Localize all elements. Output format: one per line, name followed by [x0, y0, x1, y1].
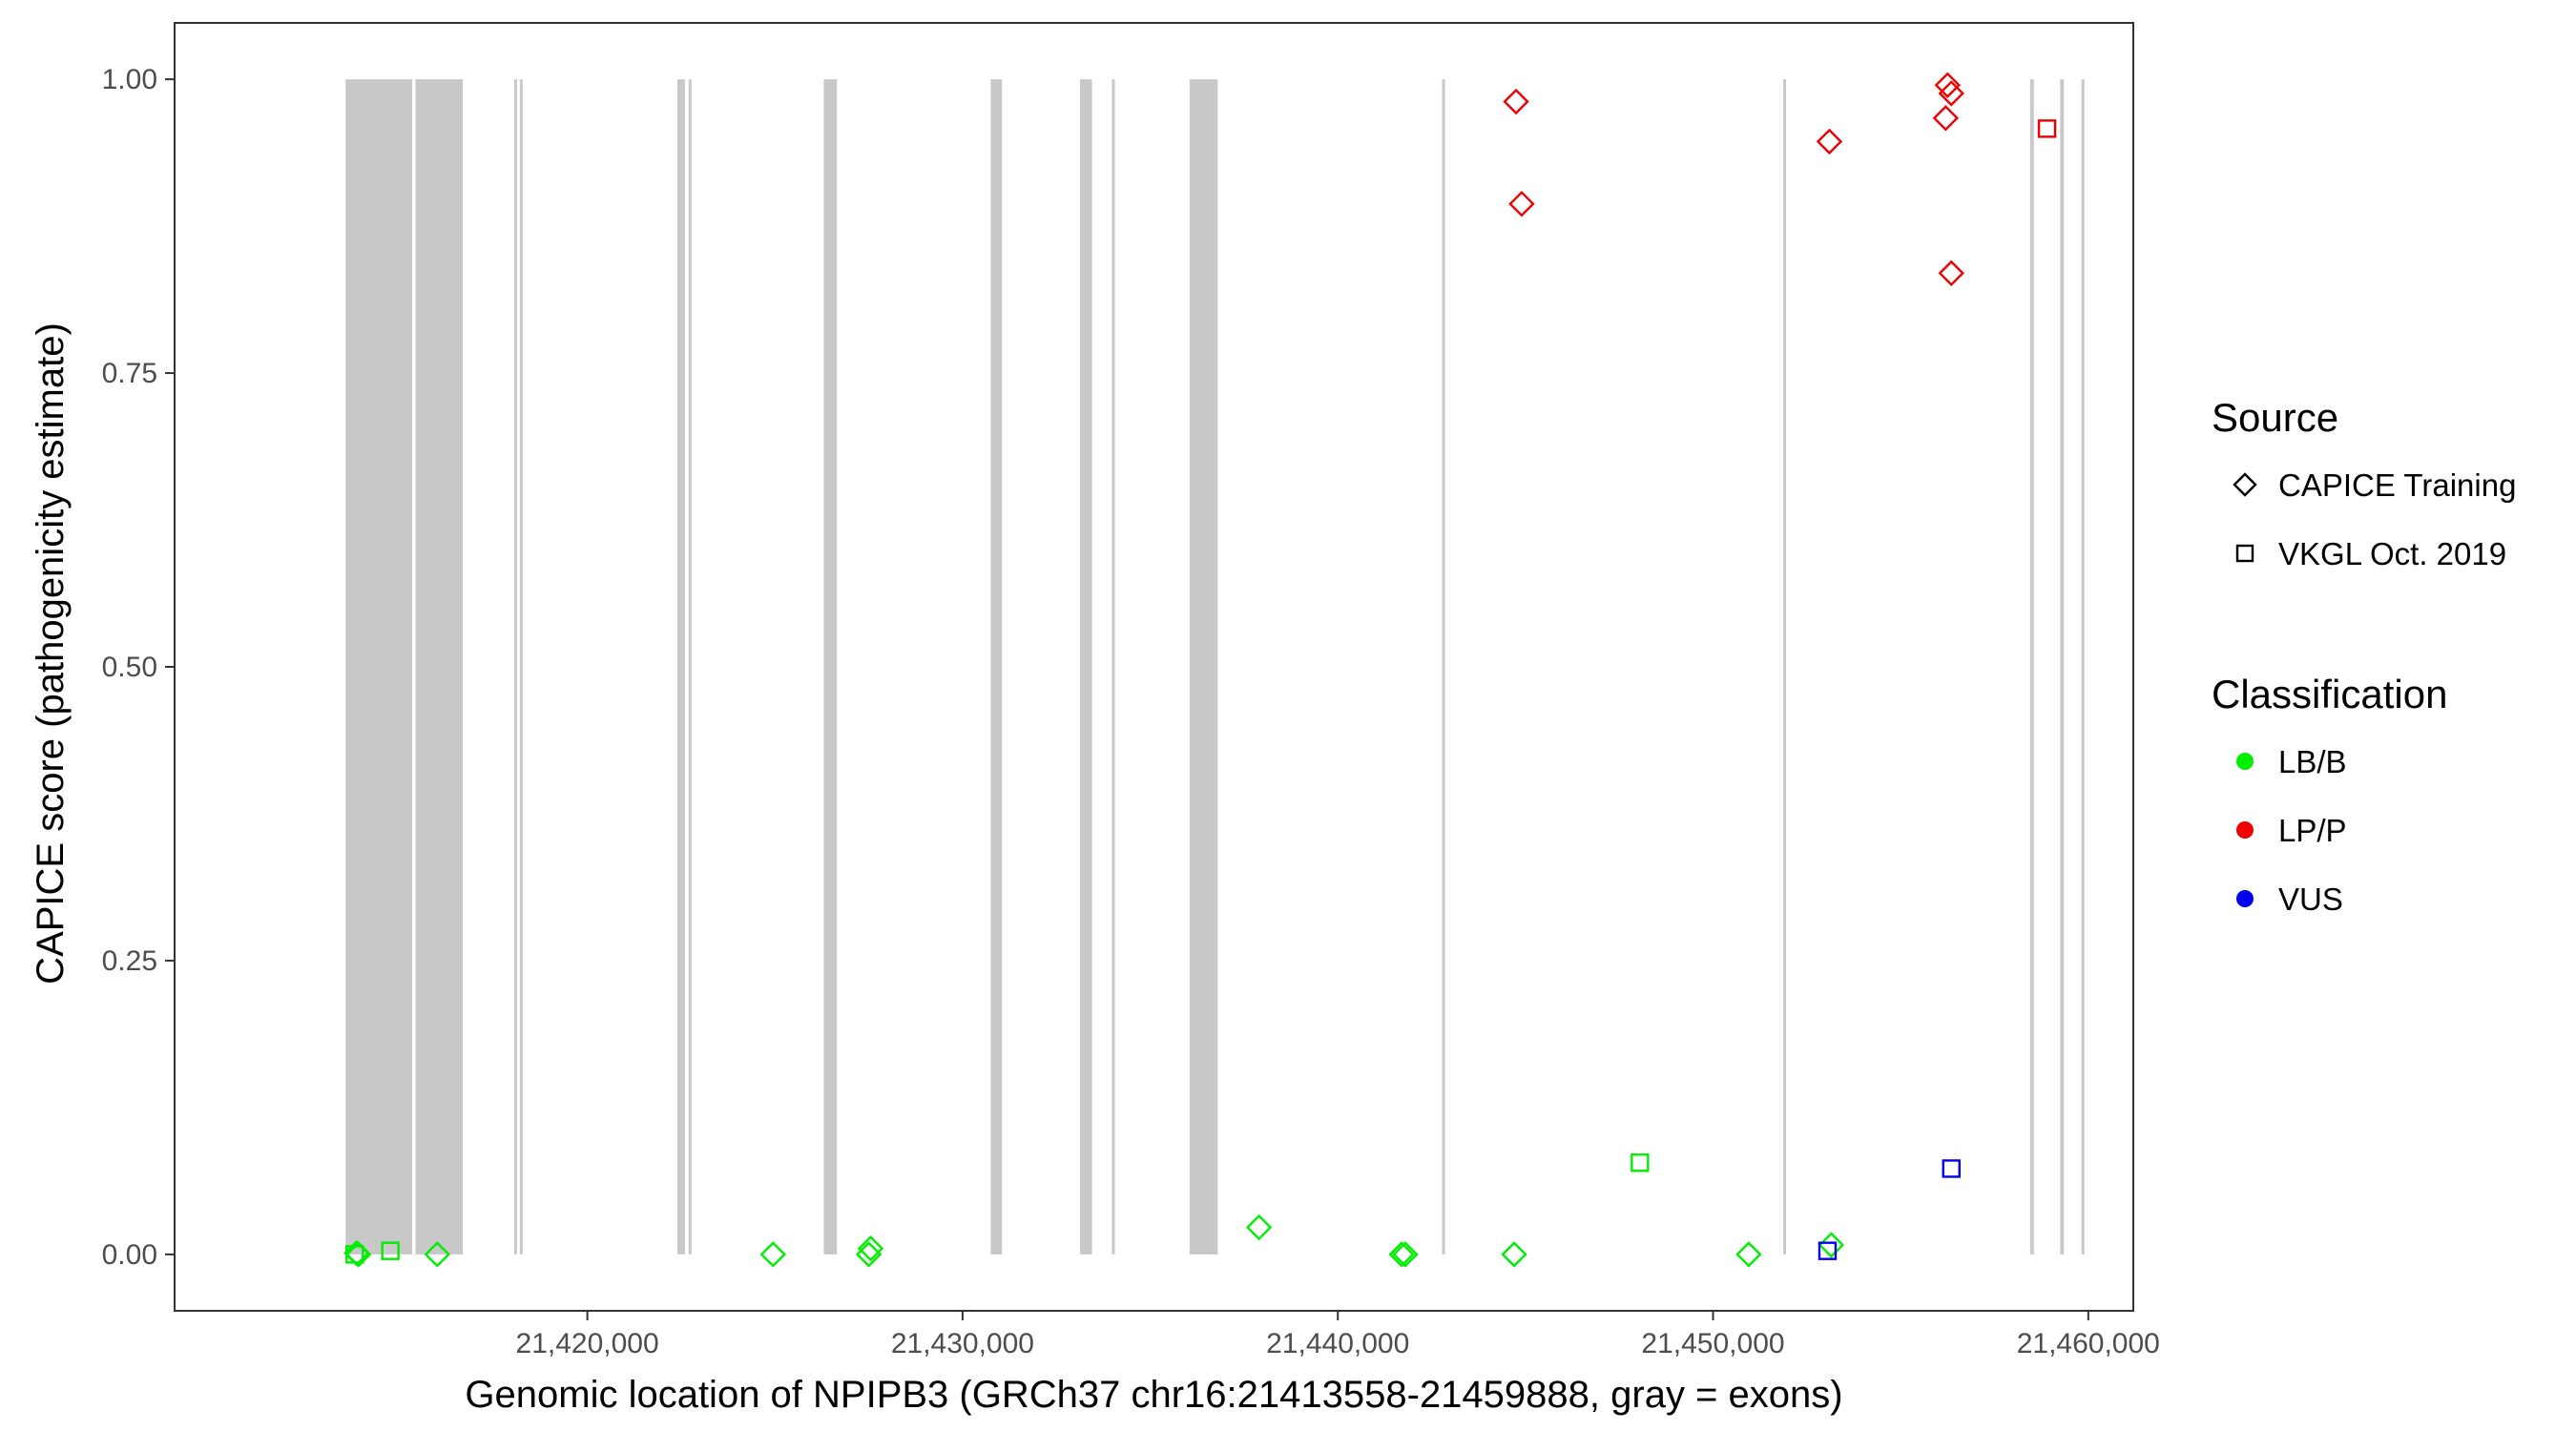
y-tick-label-3: 0.50 — [102, 652, 157, 683]
exon-bar-13 — [1783, 79, 1787, 1255]
x-tick-label-5: 21,460,000 — [2017, 1328, 2160, 1359]
data-point-9 — [1245, 1213, 1273, 1241]
data-point-4 — [381, 1241, 400, 1260]
y-axis-title: CAPICE score (pathogenicity estimate) — [30, 322, 72, 985]
y-tick-label-1: 0.00 — [102, 1239, 157, 1271]
x-tick-label-4: 21,450,000 — [1641, 1328, 1784, 1359]
legend-classification-key-2 — [2236, 821, 2254, 839]
legend-classification-label-1: LB/B — [2278, 744, 2347, 779]
exon-bar-15 — [2060, 79, 2065, 1255]
exon-bar-11 — [1189, 79, 1218, 1255]
exon-bar-16 — [2081, 79, 2085, 1255]
exon-bar-10 — [1111, 79, 1115, 1255]
data-point-5 — [424, 1241, 451, 1268]
data-point-2 — [345, 1241, 372, 1268]
legend-source-key-2 — [2235, 544, 2254, 563]
legend-source-key-1 — [2233, 472, 2257, 497]
data-point-16 — [1818, 1241, 1838, 1260]
legend-classification-key-1 — [2236, 753, 2254, 770]
exon-bar-9 — [1080, 79, 1092, 1255]
data-point-11 — [1392, 1241, 1419, 1268]
data-point-24 — [1938, 259, 1964, 287]
point-layer — [343, 72, 2057, 1268]
axis-layer: 0.00 0.25 0.50 0.75 1.00 21,420,000 21,430,000… — [102, 64, 2160, 1359]
exon-bar-2 — [415, 79, 464, 1255]
exon-bar-5 — [677, 79, 685, 1255]
data-point-22 — [1938, 80, 1964, 107]
exon-bar-3 — [513, 79, 517, 1255]
y-tick-label-2: 0.25 — [102, 945, 157, 977]
data-point-3 — [345, 1245, 364, 1264]
data-point-20 — [1816, 128, 1843, 156]
exon-bar-12 — [1442, 79, 1445, 1255]
exon-layer — [345, 79, 2085, 1255]
exon-bar-7 — [823, 79, 838, 1255]
data-point-8 — [855, 1241, 883, 1268]
legend-classification-title: Classification — [2212, 672, 2447, 716]
y-tick-label-4: 0.75 — [102, 358, 157, 389]
data-point-18 — [1503, 88, 1529, 115]
data-point-13 — [1631, 1153, 1650, 1172]
legend-classification-label-2: LP/P — [2278, 813, 2347, 848]
legend-classification-key-3 — [2236, 890, 2254, 907]
legend-source-title: Source — [2212, 395, 2338, 440]
legend: Source CAPICE Training VKGL Oct. 2019 Class… — [2212, 395, 2516, 917]
x-axis-title: Genomic location of NPIPB3 (GRCh37 chr16… — [465, 1374, 1842, 1416]
data-point-14 — [1735, 1241, 1762, 1268]
data-point-23 — [1932, 105, 1960, 132]
data-point-10 — [1388, 1241, 1415, 1268]
legend-source-label-2: VKGL Oct. 2019 — [2278, 536, 2506, 571]
data-point-21 — [1934, 72, 1962, 98]
legend-classification-label-3: VUS — [2278, 881, 2343, 917]
data-point-25 — [2037, 119, 2057, 138]
data-point-7 — [857, 1235, 884, 1262]
x-tick-label-2: 21,430,000 — [891, 1328, 1034, 1359]
exon-bar-14 — [2029, 79, 2034, 1255]
data-point-12 — [1501, 1241, 1527, 1268]
y-tick-label-5: 1.00 — [102, 64, 157, 95]
x-tick-label-1: 21,420,000 — [516, 1328, 659, 1359]
exon-bar-4 — [519, 79, 523, 1255]
data-point-6 — [759, 1241, 787, 1268]
exon-bar-6 — [688, 79, 692, 1255]
exon-bar-1 — [345, 79, 412, 1255]
data-point-19 — [1508, 190, 1535, 218]
legend-source-label-1: CAPICE Training — [2278, 467, 2516, 503]
exon-bar-8 — [990, 79, 1003, 1255]
data-point-17 — [1942, 1159, 1961, 1178]
data-point-15 — [1818, 1232, 1845, 1258]
x-tick-label-3: 21,440,000 — [1266, 1328, 1409, 1359]
